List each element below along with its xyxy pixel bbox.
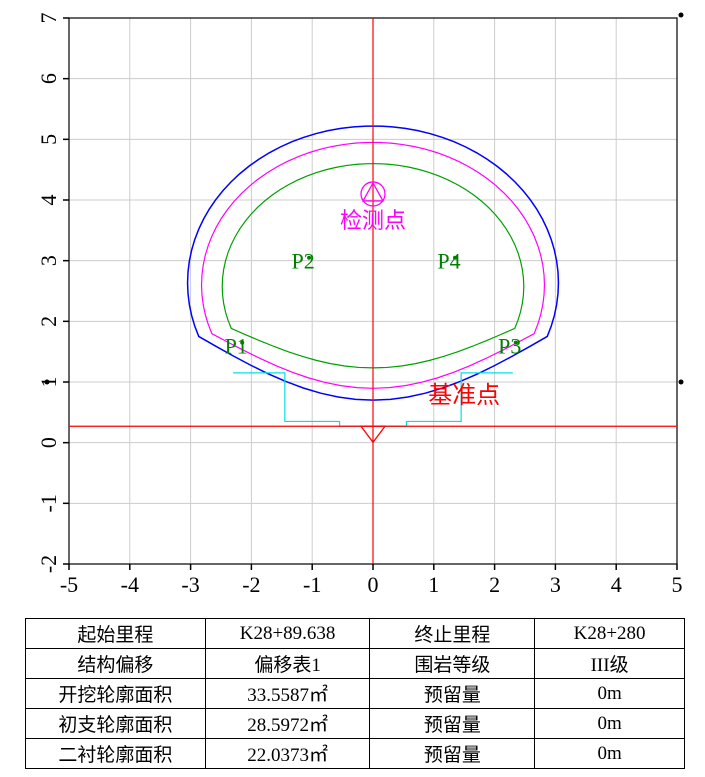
svg-text:5: 5 [672,572,683,597]
svg-text:-3: -3 [181,572,199,597]
cell-label: 终止里程 [370,619,535,649]
svg-text:6: 6 [36,73,61,84]
cell-value: 0m [535,709,685,739]
svg-text:1: 1 [428,572,439,597]
cell-value: K28+280 [535,619,685,649]
cell-label: 预留量 [370,679,535,709]
cell-label: 预留量 [370,709,535,739]
svg-text:2: 2 [36,316,61,327]
table-row: 结构偏移 偏移表1 围岩等级 III级 [26,649,685,679]
svg-text:P1: P1 [225,334,248,359]
svg-text:2: 2 [489,572,500,597]
cell-value: 28.5972㎡ [205,709,370,739]
svg-text:0: 0 [368,572,379,597]
svg-text:4: 4 [611,572,622,597]
cell-value: 偏移表1 [205,649,370,679]
svg-text:5: 5 [36,134,61,145]
svg-text:P2: P2 [291,249,314,274]
tunnel-cross-section-chart: -5-4-3-2-1012345-2-101234567基准点检测点P1P2P3… [25,10,685,600]
svg-text:0: 0 [36,437,61,448]
svg-text:-1: -1 [36,494,61,512]
svg-text:P4: P4 [437,249,460,274]
table-row: 初支轮廓面积 28.5972㎡ 预留量 0m [26,709,685,739]
cell-label: 结构偏移 [26,649,206,679]
cell-label: 预留量 [370,739,535,769]
svg-text:7: 7 [36,13,61,24]
cell-value: 0m [535,739,685,769]
svg-text:-5: -5 [60,572,78,597]
cell-value: 33.5587㎡ [205,679,370,709]
cell-value: 22.0373㎡ [205,739,370,769]
svg-text:-2: -2 [36,555,61,573]
cell-label: 围岩等级 [370,649,535,679]
svg-text:基准点: 基准点 [428,382,500,409]
cell-value: III级 [535,649,685,679]
svg-text:-2: -2 [242,572,260,597]
chart-svg: -5-4-3-2-1012345-2-101234567基准点检测点P1P2P3… [25,10,685,600]
svg-text:P3: P3 [498,334,521,359]
svg-text:检测点: 检测点 [340,208,406,233]
cell-label: 初支轮廓面积 [26,709,206,739]
cell-value: 0m [535,679,685,709]
summary-table: 起始里程 K28+89.638 终止里程 K28+280 结构偏移 偏移表1 围… [25,618,685,769]
svg-text:-4: -4 [121,572,139,597]
cell-label: 起始里程 [26,619,206,649]
table-row: 开挖轮廓面积 33.5587㎡ 预留量 0m [26,679,685,709]
table-row: 二衬轮廓面积 22.0373㎡ 预留量 0m [26,739,685,769]
svg-text:-1: -1 [303,572,321,597]
cell-value: K28+89.638 [205,619,370,649]
svg-text:3: 3 [550,572,561,597]
svg-text:4: 4 [36,195,61,206]
cell-label: 开挖轮廓面积 [26,679,206,709]
svg-text:3: 3 [36,255,61,266]
table-row: 起始里程 K28+89.638 终止里程 K28+280 [26,619,685,649]
cell-label: 二衬轮廓面积 [26,739,206,769]
